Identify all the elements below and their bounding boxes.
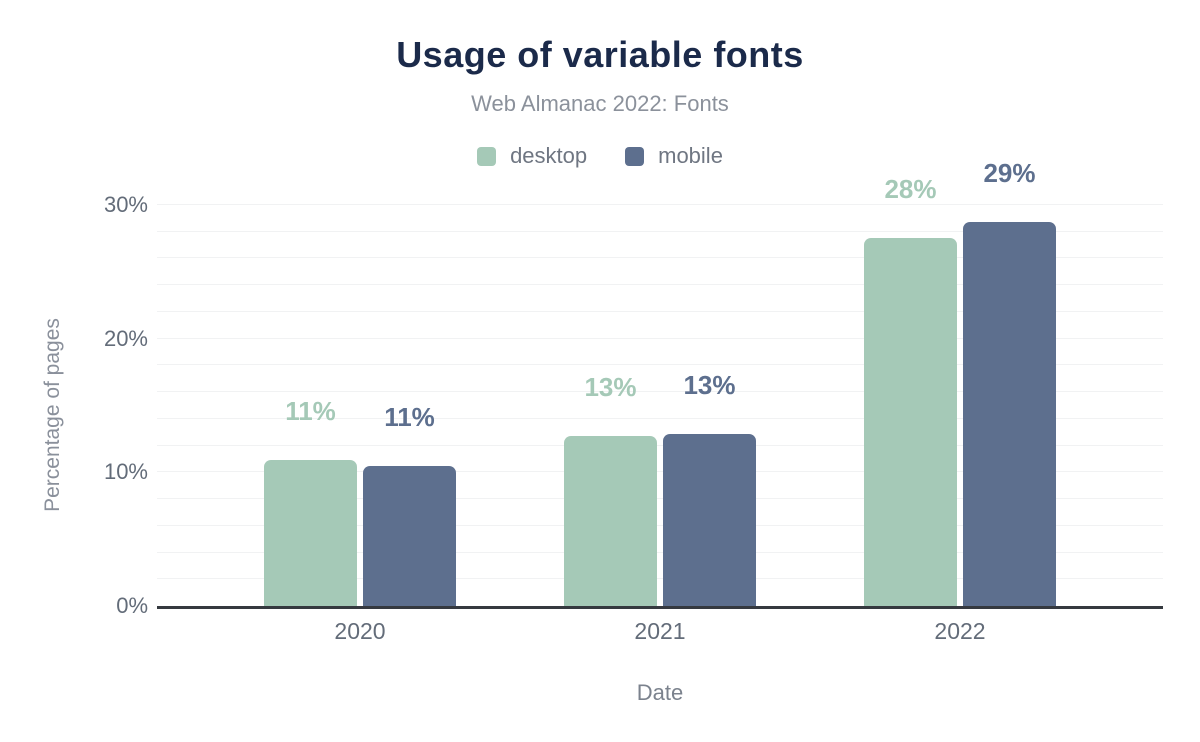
legend-item-desktop: desktop: [477, 143, 587, 169]
plot-area: 11% 11% 13% 13% 28% 29%: [157, 160, 1163, 609]
gridline: [157, 364, 1163, 366]
gridline: [157, 310, 1163, 312]
legend-swatch-desktop: [477, 146, 497, 166]
y-axis-ticks: 0% 10% 20% 30%: [0, 194, 148, 617]
legend-label: desktop: [510, 143, 588, 168]
gridline: [157, 471, 1163, 473]
gridline: [157, 230, 1163, 232]
gridline: [157, 498, 1163, 500]
gridline: [157, 204, 1163, 205]
bar-value-label-mobile-2022: 29%: [983, 158, 1036, 189]
gridline: [157, 578, 1163, 580]
bar-value-label-mobile-2020: 11%: [384, 401, 435, 432]
chart-subtitle: Web Almanac 2022: Fonts: [471, 91, 729, 116]
legend-item-mobile: mobile: [625, 143, 723, 169]
bar-mobile-2022: [963, 222, 1056, 606]
bar-mobile-2021: [663, 433, 756, 606]
chart-title: Usage of variable fonts: [396, 34, 804, 75]
legend-label: mobile: [658, 143, 723, 168]
x-axis-title: Date: [636, 680, 684, 705]
gridline: [157, 444, 1163, 446]
gridline: [157, 284, 1163, 286]
bar-mobile-2020: [363, 465, 456, 606]
y-tick-label: 20%: [103, 325, 148, 351]
bar-value-label-mobile-2021: 13%: [683, 369, 736, 400]
gridline: [157, 257, 1163, 259]
gridline: [157, 417, 1163, 419]
bar-desktop-2020: [264, 460, 357, 606]
y-tick-label: 0%: [116, 593, 148, 618]
bar-value-label-desktop-2022: 28%: [884, 174, 937, 205]
y-tick-label: 10%: [103, 459, 148, 485]
bar-value-label-desktop-2020: 11%: [285, 396, 336, 427]
legend-swatch-mobile: [625, 146, 645, 166]
bar-desktop-2022: [864, 238, 957, 606]
legend: desktop mobile: [0, 143, 1200, 169]
x-tick-label-2022: 2022: [934, 618, 986, 644]
gridline: [157, 391, 1163, 393]
gridline: [157, 524, 1163, 526]
y-tick-label: 30%: [103, 192, 148, 217]
x-tick-label-2021: 2021: [634, 618, 686, 644]
bar-value-label-desktop-2021: 13%: [584, 372, 637, 403]
x-tick-label-2020: 2020: [334, 618, 386, 644]
gridline: [157, 551, 1163, 553]
bar-desktop-2021: [564, 436, 657, 606]
gridline: [157, 337, 1163, 339]
